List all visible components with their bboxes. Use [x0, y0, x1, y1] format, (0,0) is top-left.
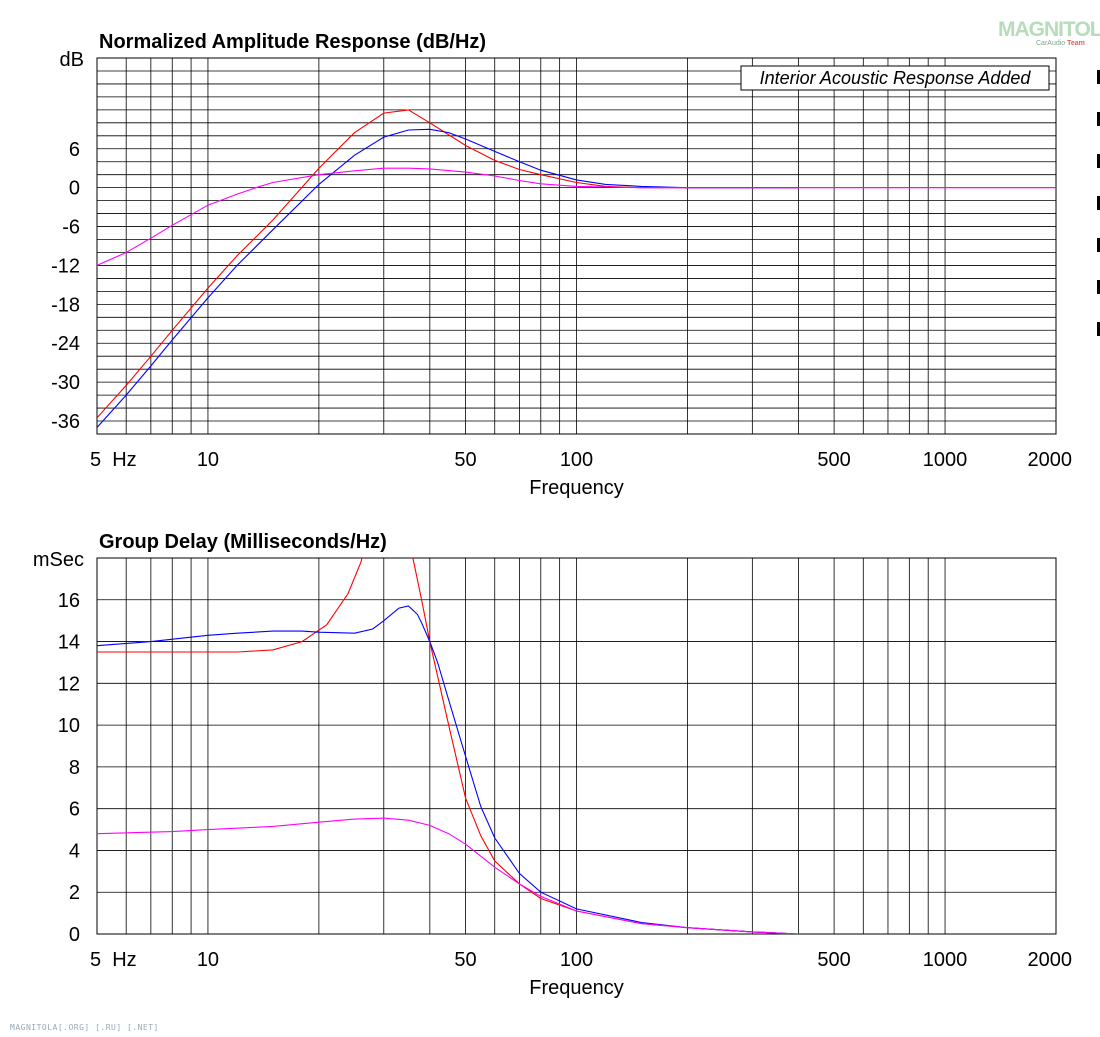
chart-panel-1: Normalized Amplitude Response (dB/Hz) dB 6… — [51, 31, 1072, 499]
edge-mark — [1097, 322, 1100, 336]
x-tick-label: 500 — [817, 449, 850, 471]
edge-mark — [1097, 280, 1100, 294]
edge-mark — [1097, 196, 1100, 210]
y-axis-label: dB — [60, 49, 84, 71]
chart-panel-2: Group Delay (Milliseconds/Hz) mSec 16 14 12 1… — [33, 531, 1073, 999]
y-tick-label: 2 — [69, 882, 80, 904]
chart-title: Group Delay (Milliseconds/Hz) — [99, 531, 387, 553]
y-tick-label: -12 — [51, 255, 80, 277]
magnitola-logo: MAGNITOLA CarAudio Team — [998, 18, 1100, 50]
y-tick-label: 16 — [58, 590, 80, 612]
y-tick-label: -18 — [51, 294, 80, 316]
y-tick-label: -24 — [51, 333, 80, 355]
x-tick-label: 5 Hz — [90, 949, 137, 971]
x-tick-label: 5 Hz — [90, 449, 137, 471]
watermark-text: MAGNITOLA[.ORG] [.RU] [.NET] — [10, 1023, 159, 1032]
x-tick-label: 1000 — [923, 949, 968, 971]
x-tick-label: 500 — [817, 949, 850, 971]
edge-mark — [1097, 154, 1100, 168]
edge-marks — [1097, 70, 1100, 364]
y-tick-label: 0 — [69, 924, 80, 946]
plot-frame — [96, 557, 1057, 935]
edge-mark — [1097, 70, 1100, 84]
y-tick-label: -6 — [62, 217, 80, 239]
y-tick-label: 10 — [58, 715, 80, 737]
annotation-text: Interior Acoustic Response Added — [760, 68, 1032, 88]
x-axis-label: Frequency — [529, 977, 624, 999]
series-line-1 — [97, 109, 799, 419]
x-tick-label: 50 — [454, 449, 476, 471]
logo-subtitle: CarAudio Team — [1036, 40, 1085, 47]
y-tick-label: 4 — [69, 840, 80, 862]
y-tick-label: 6 — [69, 139, 80, 161]
y-tick-label: 8 — [69, 757, 80, 779]
chart-title: Normalized Amplitude Response (dB/Hz) — [99, 31, 486, 53]
edge-mark — [1097, 238, 1100, 252]
x-tick-label: 10 — [197, 949, 219, 971]
x-tick-label: 1000 — [923, 449, 968, 471]
x-tick-label: 2000 — [1028, 449, 1073, 471]
x-tick-label: 100 — [560, 949, 593, 971]
y-axis-label: mSec — [33, 549, 84, 571]
y-tick-label: -30 — [51, 372, 80, 394]
y-tick-label: 14 — [58, 632, 80, 654]
x-tick-label: 2000 — [1028, 949, 1073, 971]
y-tick-label: -36 — [51, 411, 80, 433]
annotation-box: Interior Acoustic Response Added — [740, 65, 1050, 91]
series-line-3 — [97, 167, 1056, 266]
annotation-frame — [740, 65, 1050, 91]
y-tick-label: 6 — [69, 799, 80, 821]
edge-mark — [1097, 112, 1100, 126]
x-tick-label: 50 — [454, 949, 476, 971]
x-tick-label: 10 — [197, 449, 219, 471]
series-line-3 — [97, 817, 799, 934]
series-line-2 — [97, 128, 799, 428]
plot-frame — [96, 57, 1057, 435]
series-line-2 — [97, 605, 799, 934]
y-tick-label: 0 — [69, 178, 80, 200]
logo-text: MAGNITOLA — [998, 18, 1100, 41]
y-tick-label: 12 — [58, 673, 80, 695]
x-tick-label: 100 — [560, 449, 593, 471]
x-axis-label: Frequency — [529, 477, 624, 499]
